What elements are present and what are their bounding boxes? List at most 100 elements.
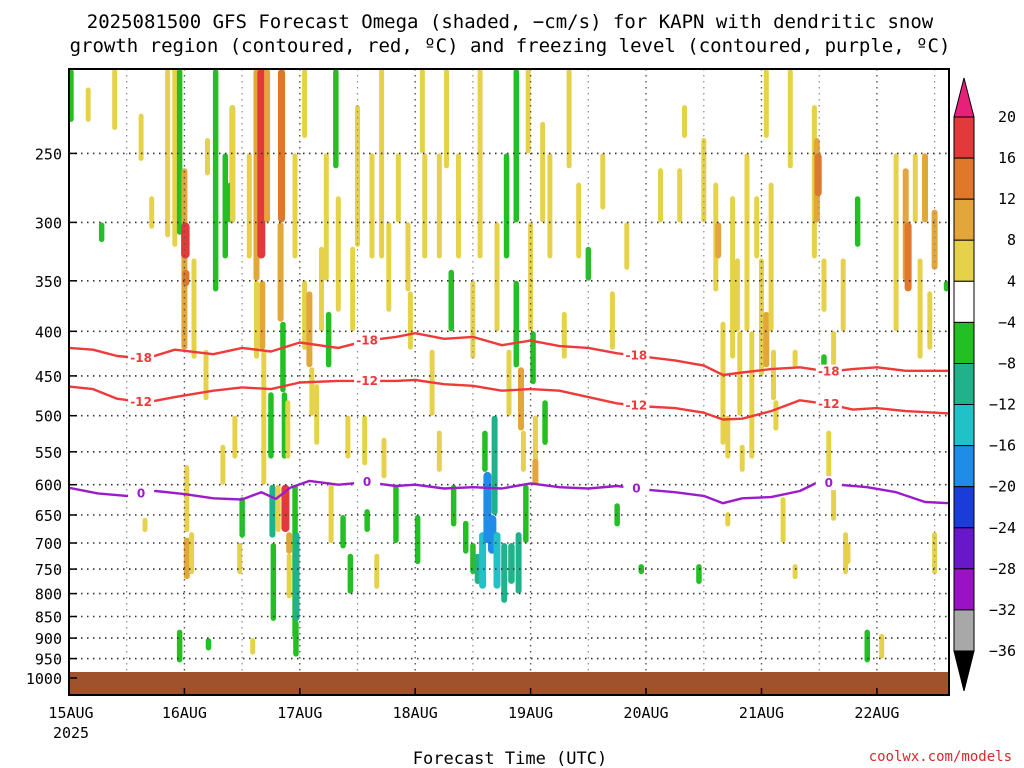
omega-cell-18 [203, 349, 209, 401]
omega-cell-114 [528, 222, 534, 332]
omega-cell-118 [540, 121, 546, 223]
contour-label-bg [128, 351, 155, 366]
omega-cell-67 [347, 553, 354, 594]
contour-label-bg [815, 397, 842, 412]
colorbar-label: −24 [989, 519, 1016, 537]
omega-cell-95 [477, 69, 483, 259]
colorbar-top-arrow [953, 77, 975, 118]
omega-cell-73 [374, 553, 380, 589]
omega-cell-19 [205, 138, 210, 176]
omega-cell-27 [232, 415, 238, 459]
y-tick-label-750: 750 [35, 561, 62, 579]
omega-cell-48 [286, 532, 293, 554]
omega-cell-1 [85, 87, 91, 122]
omega-cell-75 [381, 437, 387, 479]
omega-cell-141 [734, 258, 740, 332]
contour-label-bg [623, 398, 650, 413]
omega-cell-110 [518, 367, 524, 431]
omega-cell-168 [854, 196, 861, 247]
omega-cell-49 [286, 553, 292, 599]
contour-label: -12 [818, 397, 840, 411]
omega-cell-128 [624, 222, 630, 270]
omega-cell-144 [744, 153, 750, 332]
omega-cell-121 [561, 311, 567, 359]
colorbar-label: −12 [989, 396, 1016, 414]
omega-cell-85 [436, 153, 442, 259]
omega-cell-39 [269, 484, 276, 538]
omega-cell-77 [393, 484, 399, 543]
colorbar-label: 16 [998, 149, 1016, 167]
omega-cell-113 [525, 69, 531, 154]
colorbar-swatch [953, 239, 975, 282]
y-tick-label-900: 900 [35, 630, 62, 648]
omega-cell-136 [715, 222, 722, 259]
chart-title-line-1: 2025081500 GFS Forecast Omega (shaded, −… [87, 11, 934, 33]
omega-cell-47 [281, 484, 290, 533]
omega-cell-61 [325, 311, 332, 368]
omega-cell-143 [739, 444, 745, 472]
omega-cell-78 [395, 153, 401, 223]
y-tick-label-1000: 1000 [26, 670, 62, 688]
omega-cell-125 [600, 153, 606, 210]
omega-cell-134 [701, 138, 707, 223]
omega-cell-101 [493, 532, 501, 589]
omega-cell-30 [246, 153, 252, 259]
omega-cell-174 [912, 153, 918, 223]
omega-cell-105 [506, 349, 512, 416]
omega-cell-28 [237, 543, 243, 575]
omega-cell-170 [879, 633, 885, 659]
contour-label-bg [128, 395, 155, 409]
omega-cell-70 [362, 415, 368, 466]
omega-cell-108 [513, 280, 519, 368]
omega-cell-37 [264, 69, 271, 223]
watermark: coolwx.com/models [869, 749, 1012, 765]
y-tick-label-350: 350 [35, 273, 62, 291]
omega-cell-69 [355, 105, 360, 247]
y-tick-label-500: 500 [35, 408, 62, 426]
contour-label-bg [815, 364, 842, 379]
y-tick-label-650: 650 [35, 507, 62, 525]
y-tick-label-450: 450 [35, 368, 62, 386]
omega-cell-68 [350, 246, 356, 332]
x-tick-label-22aug: 22AUG [854, 704, 899, 722]
omega-cell-89 [450, 484, 457, 527]
omega-cell-164 [831, 484, 837, 521]
omega-cell-71 [364, 509, 370, 532]
colorbar-swatch [953, 363, 975, 406]
y-tick-label-400: 400 [35, 323, 62, 341]
omega-cell-137 [720, 321, 726, 445]
omega-cell-54 [302, 280, 308, 350]
omega-cell-147 [759, 258, 764, 376]
y-tick-label-550: 550 [35, 444, 62, 462]
colorbar-bottom-arrow [953, 650, 975, 692]
omega-cell-115 [530, 331, 536, 385]
omega-cell-63 [333, 69, 339, 169]
omega-cell-55 [302, 69, 308, 138]
omega-cell-173 [904, 222, 912, 292]
omega-cell-9 [176, 69, 183, 235]
colorbar-label: −32 [989, 601, 1016, 619]
omega-cell-151 [771, 349, 776, 401]
colorbar-label: −4 [998, 313, 1016, 331]
omega-cell-109 [515, 532, 522, 594]
omega-cell-52 [293, 620, 299, 657]
colorbar-swatch [953, 486, 975, 529]
x-tick-label-18aug: 18AUG [393, 704, 438, 722]
omega-cell-107 [513, 69, 519, 223]
y-tick-label-300: 300 [35, 214, 62, 232]
y-tick-label-950: 950 [35, 651, 62, 669]
omega-cell-83 [422, 153, 428, 259]
omega-cell-10 [176, 629, 183, 663]
contour-label: 0 [825, 476, 833, 490]
contour-label: -18 [356, 334, 378, 348]
x-tick-label-15aug: 15AUG [48, 704, 93, 722]
x-tick-label-20aug: 20AUG [623, 704, 668, 722]
omega-cell-100 [491, 415, 498, 515]
omega-cell-22 [222, 153, 228, 259]
plot-frame [68, 68, 950, 696]
omega-cell-35 [259, 280, 266, 350]
contour-label: -12 [356, 374, 378, 388]
omega-cell-131 [677, 168, 683, 223]
colorbar-label: 20 [998, 108, 1016, 126]
omega-cell-2 [98, 222, 105, 243]
